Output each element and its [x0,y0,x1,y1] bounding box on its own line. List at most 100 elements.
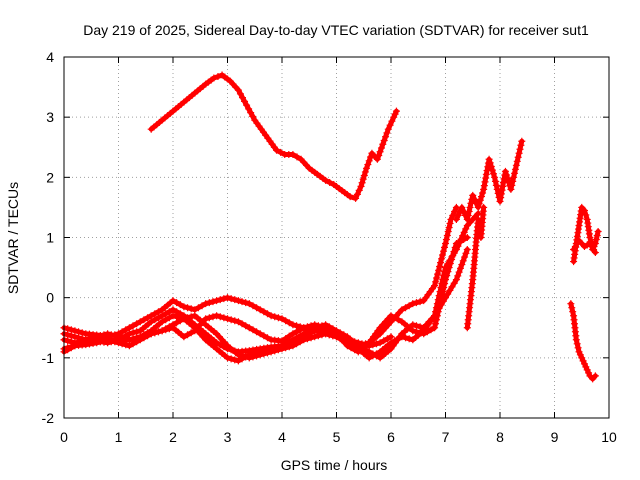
data-point-marker [439,297,447,305]
data-point-marker [364,161,372,169]
data-point-marker [234,318,242,326]
data-point-marker [325,323,333,331]
data-point-marker [361,168,369,176]
data-point-marker [372,340,380,348]
data-point-marker [480,203,488,211]
series-track-tail-upper [570,203,602,266]
data-point-marker [491,173,499,181]
data-point-marker [476,196,484,204]
data-point-marker [444,260,452,268]
data-point-marker [460,228,468,236]
data-point-marker [273,146,281,154]
data-point-marker [440,247,448,255]
data-point-marker [296,326,304,334]
data-point-marker [78,329,86,337]
data-point-marker [593,231,601,239]
data-point-marker [504,175,512,183]
data-point-marker [260,308,268,316]
data-point-marker [462,225,470,233]
data-point-marker [234,86,242,94]
data-point-marker [238,320,246,328]
data-point-marker [376,339,384,347]
data-point-marker [296,332,304,340]
data-point-marker [191,306,199,314]
data-point-marker [448,253,456,261]
data-point-marker [227,316,235,324]
data-point-marker [220,295,228,303]
x-tick-label: 8 [496,429,504,445]
data-point-marker [227,355,235,363]
series-track-e [60,312,395,362]
data-point-marker [122,326,130,334]
data-point-marker [277,148,285,156]
data-point-marker [213,339,221,347]
data-point-marker [125,336,133,344]
data-point-marker [501,167,509,175]
data-point-marker [169,312,177,320]
grid-lines [64,57,609,418]
data-point-marker [343,336,351,344]
data-point-marker [136,318,144,326]
data-point-marker [242,353,250,361]
data-point-marker [443,231,451,239]
x-tick-label: 2 [169,429,177,445]
data-point-marker [71,333,79,341]
data-point-marker [293,322,301,330]
data-point-marker [365,354,373,362]
data-point-marker [436,288,444,296]
data-point-marker [475,200,483,208]
data-point-marker [391,110,399,118]
data-point-marker [575,348,583,356]
data-point-marker [75,328,83,336]
data-point-marker [214,73,222,81]
data-point-marker [289,321,297,329]
data-point-marker [498,186,506,194]
data-point-marker [209,298,217,306]
data-point-marker [373,155,381,163]
data-point-marker [450,249,458,257]
data-point-marker [586,234,594,241]
data-point-marker [64,331,72,339]
data-point-marker [96,338,104,346]
data-point-marker [351,338,359,346]
data-point-marker [438,280,446,288]
data-point-marker [435,292,443,300]
data-point-marker [503,171,511,179]
data-point-marker [582,211,590,219]
data-point-marker [300,336,308,344]
data-point-marker [511,165,519,173]
data-point-marker [398,306,406,314]
data-point-marker [154,314,162,322]
data-point-marker [466,203,474,211]
data-point-marker [256,330,264,338]
data-point-marker [454,272,462,280]
data-point-marker [129,335,137,343]
data-point-marker [437,284,445,292]
data-point-marker [136,333,144,341]
data-point-marker [582,363,590,371]
x-axis-label: GPS time / hours [281,457,388,473]
data-point-marker [354,339,362,347]
data-point-marker [497,194,505,202]
data-point-marker [289,150,297,158]
data-point-marker [289,336,297,344]
data-point-marker [64,344,72,352]
data-point-marker [508,181,516,189]
data-point-marker [242,322,250,330]
data-point-marker [314,332,322,340]
data-point-marker [461,253,469,261]
data-point-marker [454,211,462,219]
data-point-marker [147,318,155,326]
data-point-marker [380,337,388,345]
data-point-marker [505,178,513,186]
data-point-marker [569,308,577,316]
y-tick-label: 4 [46,49,54,65]
data-point-marker [278,345,286,353]
data-point-marker [456,264,464,272]
data-point-marker [441,243,449,251]
data-point-marker [382,133,390,141]
data-point-marker [594,227,602,235]
data-point-marker [452,276,460,284]
data-point-marker [256,306,264,314]
data-point-marker [227,295,235,303]
